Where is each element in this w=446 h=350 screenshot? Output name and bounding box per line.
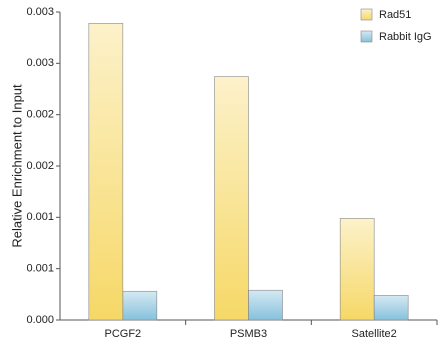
y-tick-label: 0.001: [26, 211, 54, 223]
y-tick-label: 0.001: [26, 263, 54, 275]
bar: [339, 218, 375, 321]
legend-swatch: [360, 30, 373, 43]
bar: [122, 290, 158, 321]
legend-label: Rad51: [379, 9, 411, 21]
y-tick-label: 0.000: [26, 314, 54, 326]
x-tick-label: PSMB3: [230, 328, 267, 340]
legend-swatch: [360, 8, 373, 21]
bar: [214, 76, 249, 321]
bar: [373, 295, 409, 321]
bar: [88, 22, 124, 321]
legend-label: Rabbit IgG: [379, 31, 432, 43]
y-tick-label: 0.003: [26, 6, 54, 18]
bar: [248, 289, 283, 321]
x-tick-label: PCGF2: [104, 328, 141, 340]
y-tick-label: 0.003: [26, 57, 54, 69]
y-tick-label: 0.002: [26, 160, 54, 172]
y-axis-label: Relative Enrichment to Input: [9, 84, 24, 248]
x-tick-label: Satellite2: [352, 328, 397, 340]
y-tick-label: 0.002: [26, 109, 54, 121]
